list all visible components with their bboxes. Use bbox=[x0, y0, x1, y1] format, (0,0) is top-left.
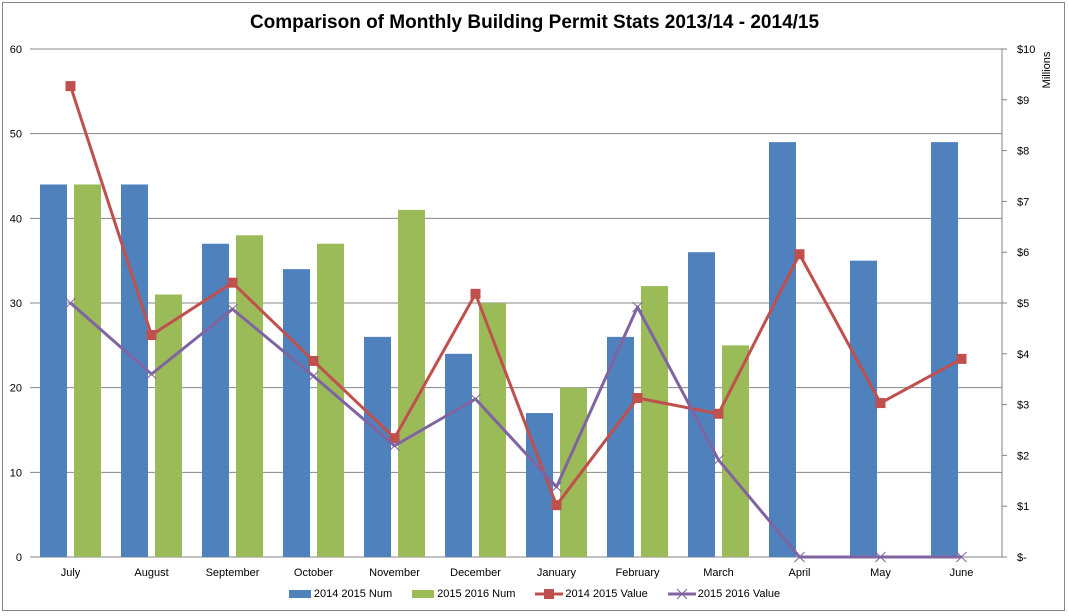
legend-item: 2014 2015 Value bbox=[535, 588, 648, 600]
chart-title: Comparison of Monthly Building Permit St… bbox=[249, 12, 820, 33]
marker-square bbox=[389, 433, 400, 444]
marker-x bbox=[632, 301, 643, 313]
y-tick-label: 50 bbox=[10, 129, 22, 141]
bar bbox=[202, 243, 229, 557]
y-tick-label: 0 bbox=[16, 552, 22, 564]
marker-x bbox=[146, 368, 157, 380]
series-line bbox=[69, 301, 962, 559]
bar bbox=[155, 294, 182, 557]
x-tick-label: June bbox=[950, 567, 974, 579]
y-tick-label: 60 bbox=[10, 44, 22, 56]
marker-square bbox=[551, 500, 562, 511]
marker-x bbox=[875, 551, 886, 563]
y2-tick-label: $9 bbox=[1017, 95, 1029, 107]
x-tick-label: October bbox=[294, 567, 333, 579]
marker-x bbox=[227, 303, 238, 315]
series-line bbox=[69, 85, 963, 507]
marker-x bbox=[713, 454, 724, 466]
y2-tick-label: $8 bbox=[1017, 146, 1029, 158]
bar bbox=[40, 184, 67, 557]
marker-square bbox=[470, 288, 481, 299]
marker-x bbox=[389, 440, 400, 452]
marker-square bbox=[308, 355, 319, 366]
bar bbox=[607, 336, 634, 557]
marker-square bbox=[794, 249, 805, 260]
y2-tick-label: $6 bbox=[1017, 247, 1029, 259]
marker-square bbox=[65, 81, 76, 92]
legend-item: 2015 2016 Num bbox=[412, 588, 515, 600]
legend-label: 2014 2015 Value bbox=[565, 588, 648, 600]
chart-legend: 2014 2015 Num 2015 2016 Num 2014 2015 Valu… bbox=[0, 588, 1069, 600]
marker-x bbox=[308, 370, 319, 382]
bar bbox=[445, 353, 472, 557]
y-tick-label: 10 bbox=[10, 467, 22, 479]
y2-tick-label: $5 bbox=[1017, 298, 1029, 310]
x-tick-label: February bbox=[615, 567, 660, 579]
y-tick-label: 30 bbox=[10, 298, 22, 310]
x-tick-label: July bbox=[61, 567, 81, 579]
legend-label: 2015 2016 Value bbox=[697, 588, 781, 600]
legend-swatch bbox=[535, 589, 564, 599]
x-tick-label: August bbox=[134, 567, 168, 579]
x-tick-label: September bbox=[206, 567, 260, 579]
bar bbox=[364, 336, 391, 557]
y2-tick-label: $10 bbox=[1017, 44, 1035, 56]
y2-tick-label: $- bbox=[1017, 552, 1027, 564]
legend-swatch bbox=[412, 590, 435, 598]
y2-tick-label: $3 bbox=[1017, 400, 1029, 412]
bar bbox=[398, 209, 425, 557]
legend-label: 2015 2016 Num bbox=[437, 588, 516, 600]
legend-item: 2014 2015 Num bbox=[288, 588, 393, 600]
marker-square bbox=[146, 330, 157, 341]
bar bbox=[641, 286, 668, 557]
legend-item: 2015 2016 Value bbox=[667, 588, 781, 600]
bar bbox=[931, 142, 958, 557]
x-tick-label: May bbox=[870, 567, 891, 579]
x-tick-label: January bbox=[537, 567, 577, 579]
x-tick-label: November bbox=[369, 567, 420, 579]
marker-x bbox=[551, 481, 562, 493]
marker-x bbox=[956, 551, 967, 563]
y-tick-label: 20 bbox=[10, 383, 22, 395]
marker-square bbox=[227, 277, 238, 288]
marker-square bbox=[713, 408, 724, 419]
marker-x bbox=[470, 393, 481, 405]
marker-square bbox=[875, 398, 886, 409]
y2-tick-label: $1 bbox=[1017, 501, 1029, 513]
bar bbox=[479, 303, 506, 557]
bar bbox=[769, 142, 796, 557]
marker-square bbox=[956, 353, 967, 364]
y2-tick-label: $2 bbox=[1017, 450, 1029, 462]
y-tick-label: 40 bbox=[10, 213, 22, 225]
bar bbox=[121, 184, 148, 557]
bar bbox=[850, 260, 877, 557]
legend-swatch bbox=[288, 590, 311, 598]
marker-square bbox=[632, 392, 643, 403]
marker-x bbox=[794, 551, 805, 563]
y2-tick-label: $4 bbox=[1017, 349, 1029, 361]
bar bbox=[283, 269, 310, 557]
legend-swatch bbox=[667, 588, 696, 600]
y2-tick-label: $7 bbox=[1017, 196, 1029, 208]
bar bbox=[74, 184, 101, 557]
legend-label: 2014 2015 Num bbox=[313, 588, 393, 600]
marker-x bbox=[65, 297, 76, 309]
x-tick-label: December bbox=[450, 567, 501, 579]
x-tick-label: March bbox=[703, 567, 734, 579]
bar bbox=[236, 235, 263, 557]
y2-axis-label: Millions bbox=[1041, 51, 1053, 88]
bar bbox=[688, 252, 715, 557]
x-tick-label: April bbox=[788, 567, 810, 579]
